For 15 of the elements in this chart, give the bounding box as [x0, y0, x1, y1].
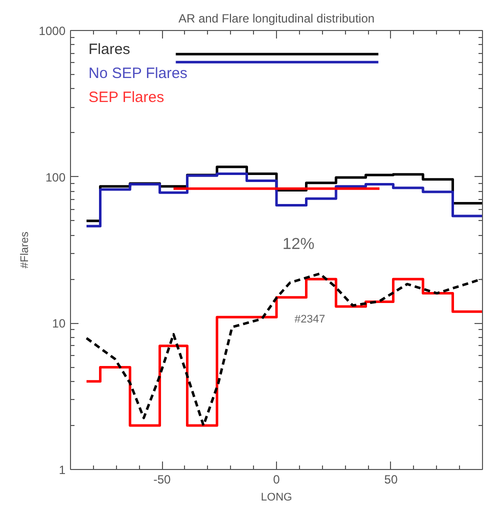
- x-tick-label: 50: [384, 472, 398, 486]
- text: SEP Flares: [88, 89, 164, 106]
- text: Flares: [88, 41, 130, 58]
- chart-title: AR and Flare longitudinal distribution: [178, 12, 375, 26]
- annotation: #2347: [294, 314, 326, 326]
- y-axis-title: #Flares: [18, 231, 31, 268]
- y-tick-label: 100: [45, 170, 66, 184]
- text: No SEP Flares: [88, 65, 188, 82]
- x-tick-label: 0: [273, 472, 280, 486]
- y-tick-label: 1000: [38, 24, 66, 38]
- y-tick-label: 10: [52, 316, 66, 331]
- x-tick-label: -50: [153, 472, 172, 486]
- y-tick-label: 1: [58, 463, 66, 477]
- annotation: 12%: [282, 236, 315, 253]
- x-axis-title: LONG: [260, 492, 292, 504]
